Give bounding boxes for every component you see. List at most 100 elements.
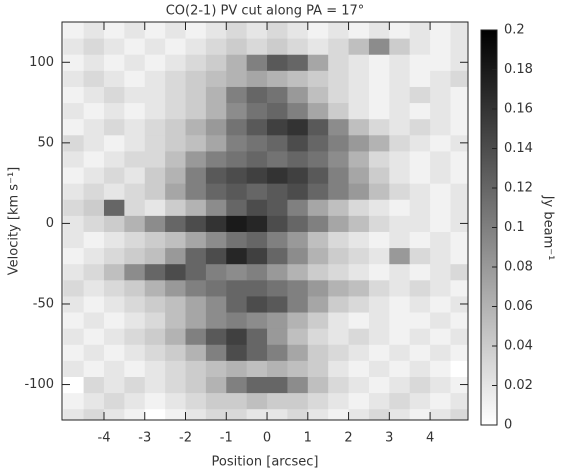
heatmap-cell — [165, 295, 187, 313]
heatmap-cell — [348, 38, 370, 55]
heatmap-cell — [246, 38, 268, 55]
heatmap-cell — [226, 199, 248, 216]
heatmap-cell — [63, 247, 85, 265]
heatmap-cell — [63, 392, 85, 410]
heatmap-cell — [450, 167, 468, 184]
y-tick-label: 0 — [46, 216, 54, 231]
heatmap-cell — [205, 70, 227, 87]
heatmap-cell — [124, 328, 146, 345]
heatmap-cell — [287, 344, 309, 361]
y-tick-label: -50 — [33, 296, 54, 311]
heatmap-cell — [226, 279, 248, 297]
heatmap-cell — [450, 247, 468, 265]
heatmap-cell — [328, 263, 350, 281]
heatmap-cell — [185, 70, 207, 87]
heatmap-cell — [307, 231, 329, 249]
heatmap-cell — [389, 392, 411, 410]
heatmap-cell — [409, 22, 431, 39]
heatmap-cell — [226, 215, 248, 232]
heatmap-cell — [246, 392, 268, 410]
heatmap-cell — [124, 215, 146, 232]
heatmap-cell — [368, 344, 390, 361]
heatmap-cell — [124, 38, 146, 55]
heatmap-cell — [389, 134, 411, 152]
heatmap-cell — [307, 54, 329, 71]
heatmap-cell — [124, 344, 146, 361]
heatmap-cell — [205, 102, 227, 120]
heatmap-cell — [348, 215, 370, 232]
heatmap-cell — [328, 70, 350, 87]
heatmap-cell — [246, 247, 268, 265]
heatmap-cell — [144, 279, 166, 297]
colorbar-tick-label: 0.02 — [504, 378, 533, 393]
heatmap-cell — [83, 102, 105, 120]
heatmap-cell — [103, 70, 125, 87]
heatmap-cell — [430, 118, 451, 136]
heatmap-cell — [165, 279, 187, 297]
heatmap-cell — [103, 215, 125, 232]
heatmap-cell — [165, 376, 187, 394]
heatmap-cell — [307, 118, 329, 136]
heatmap-cell — [185, 118, 207, 136]
heatmap-cell — [205, 199, 227, 216]
heatmap-cell — [165, 263, 187, 281]
heatmap-cell — [205, 360, 227, 377]
heatmap-cell — [63, 199, 85, 216]
heatmap-cell — [450, 150, 468, 168]
heatmap-cell — [144, 54, 166, 71]
heatmap-cell — [144, 215, 166, 232]
heatmap-cell — [267, 70, 288, 87]
heatmap-cell — [409, 360, 431, 377]
heatmap-cell — [389, 376, 411, 394]
heatmap-cell — [368, 360, 390, 377]
heatmap-cell — [287, 408, 309, 420]
heatmap-cell — [246, 360, 268, 377]
heatmap-cell — [144, 263, 166, 281]
heatmap-cell — [165, 134, 187, 152]
heatmap-cell — [389, 183, 411, 200]
heatmap-cell — [185, 215, 207, 232]
heatmap-cell — [226, 38, 248, 55]
heatmap-cell — [144, 102, 166, 120]
heatmap-cell — [430, 376, 451, 394]
heatmap-cell — [409, 54, 431, 71]
heatmap-cell — [307, 360, 329, 377]
heatmap-cell — [348, 86, 370, 104]
heatmap-cell — [328, 231, 350, 249]
y-tick-label: 100 — [29, 55, 54, 70]
heatmap-cell — [328, 150, 350, 168]
heatmap-cell — [328, 344, 350, 361]
heatmap-cell — [267, 263, 288, 281]
heatmap-cell — [307, 295, 329, 313]
x-tick-label: 1 — [304, 431, 312, 446]
colorbar-tick-label: 0.12 — [504, 181, 533, 196]
heatmap-cell — [368, 54, 390, 71]
heatmap-cell — [124, 247, 146, 265]
x-tick-label: -2 — [179, 431, 192, 446]
heatmap-cell — [368, 183, 390, 200]
heatmap-cell — [287, 376, 309, 394]
heatmap-cell — [144, 118, 166, 136]
heatmap-cell — [409, 328, 431, 345]
y-tick-label: 50 — [37, 135, 54, 150]
heatmap-cell — [348, 392, 370, 410]
x-axis-label: Position [arcsec] — [212, 455, 319, 470]
heatmap-cell — [328, 183, 350, 200]
heatmap-cell — [63, 86, 85, 104]
colorbar-tick-label: 0.06 — [504, 299, 533, 314]
heatmap-cell — [205, 231, 227, 249]
heatmap-cell — [124, 183, 146, 200]
heatmap-cell — [267, 134, 288, 152]
heatmap-cell — [165, 167, 187, 184]
heatmap-cell — [185, 102, 207, 120]
heatmap-cell — [389, 312, 411, 329]
heatmap-cell — [389, 54, 411, 71]
heatmap-cell — [430, 102, 451, 120]
heatmap-cell — [103, 247, 125, 265]
heatmap-cell — [409, 312, 431, 329]
heatmap-cell — [165, 231, 187, 249]
heatmap-cell — [124, 22, 146, 39]
heatmap-cell — [226, 134, 248, 152]
heatmap-cell — [144, 183, 166, 200]
heatmap-cell — [287, 22, 309, 39]
